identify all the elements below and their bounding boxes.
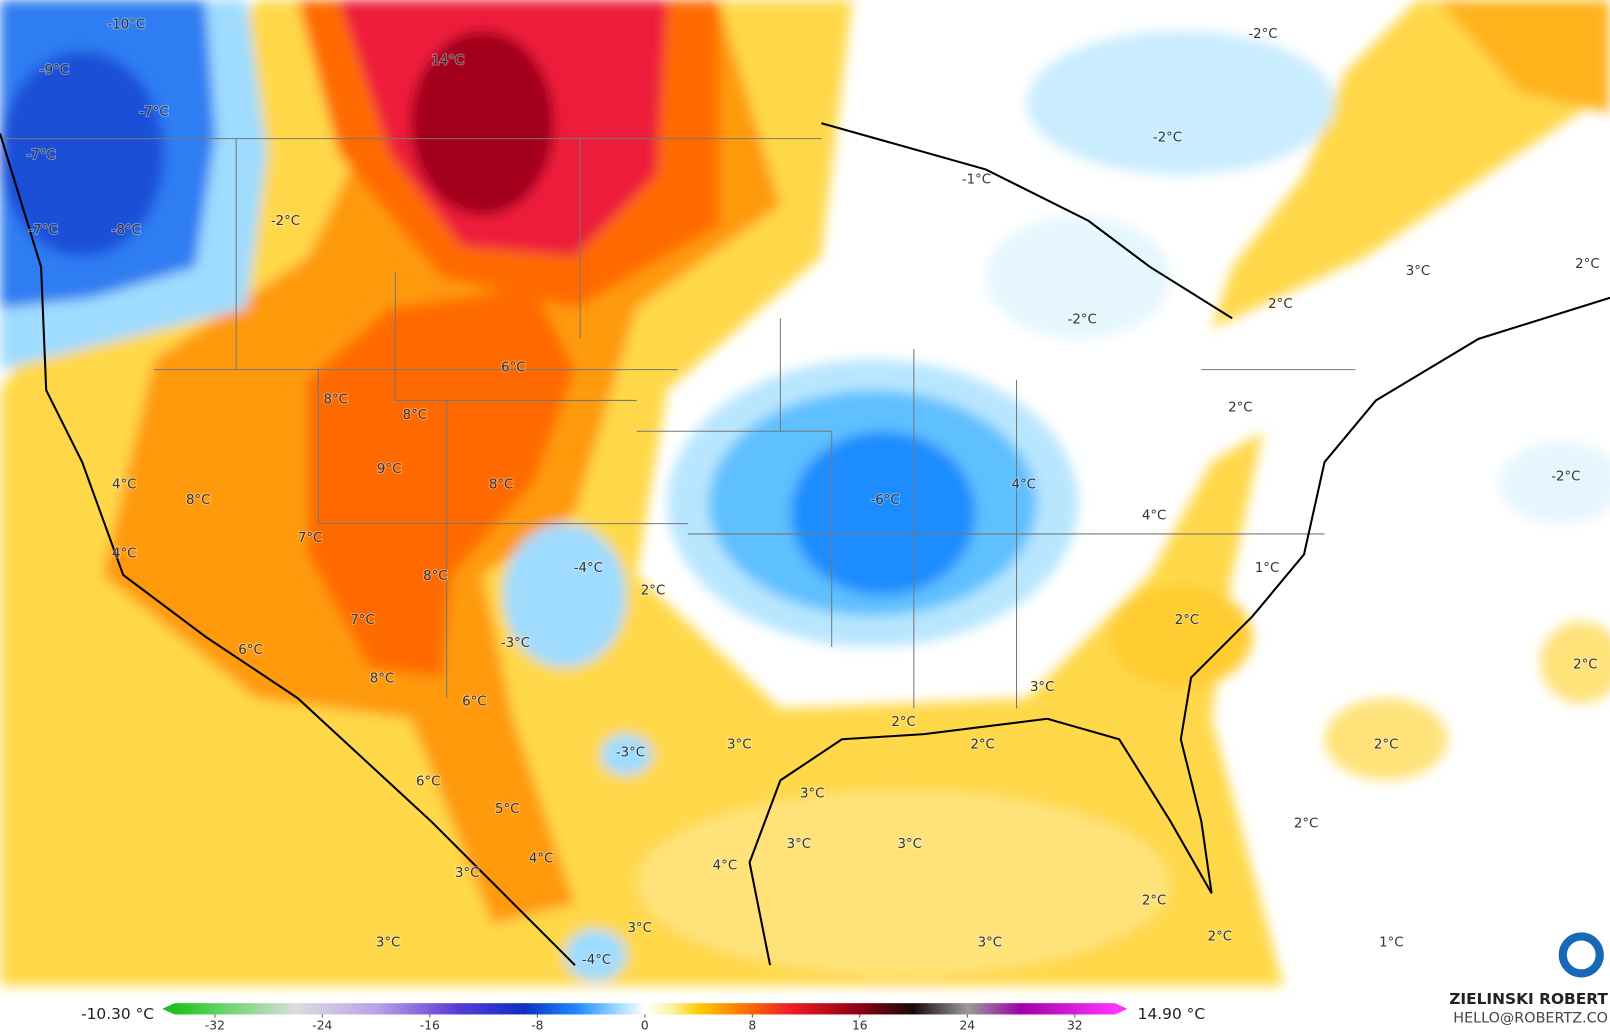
colorbar-tick-label: 0	[641, 1018, 649, 1032]
temperature-label: 4°C	[529, 851, 553, 866]
temperature-label: -4°C	[582, 953, 611, 968]
temperature-label: 14°C	[431, 54, 464, 69]
colorbar: -10.30 °C 14.90 °C -32 -24 -16 -8 0 8 16 24 32	[81, 1003, 1205, 1032]
temperature-label: 4°C	[1011, 478, 1035, 493]
noaa-logo-inner	[1566, 940, 1596, 970]
temperature-label: 4°C	[713, 859, 737, 874]
temperature-label: 4°C	[112, 546, 136, 561]
colorbar-tick-label: -32	[205, 1018, 225, 1032]
temperature-label: 2°C	[1142, 893, 1166, 908]
colorbar-tick-label: -16	[420, 1018, 440, 1032]
colorbar-tick-label: 8	[748, 1018, 756, 1032]
temperature-label: 2°C	[891, 715, 915, 730]
temperature-label: 2°C	[1573, 657, 1597, 672]
colorbar-max-arrow	[1115, 1003, 1128, 1015]
temperature-label: 8°C	[186, 493, 210, 508]
temperature-label: 8°C	[324, 392, 348, 407]
temperature-map: -10°C -9°C -7°C -7°C -2°C 14°C -2°C -1°C -7°C -8°…	[0, 0, 1610, 986]
temperature-label: -2°C	[1153, 131, 1182, 146]
temperature-label: 3°C	[898, 837, 922, 852]
temperature-label: 6°C	[462, 694, 486, 709]
colorbar-tick-label: 24	[959, 1018, 975, 1032]
temperature-label: 8°C	[370, 672, 394, 687]
temperature-label: 7°C	[350, 613, 374, 628]
temperature-label: 1°C	[1255, 561, 1279, 576]
temperature-label: -7°C	[26, 148, 55, 163]
temperature-label: 6°C	[416, 774, 440, 789]
temperature-label: -10°C	[107, 18, 145, 33]
temperature-label: 2°C	[1575, 257, 1599, 272]
colorbar-tick-label: -24	[312, 1018, 332, 1032]
temperature-label: 2°C	[1268, 297, 1292, 312]
temperature-label: 2°C	[1175, 613, 1199, 628]
temperature-label: -6°C	[870, 493, 899, 508]
temperature-label: 7°C	[298, 531, 322, 546]
temperature-label: -7°C	[28, 223, 57, 238]
temperature-label: 3°C	[627, 921, 651, 936]
temperature-label: 8°C	[423, 569, 447, 584]
temperature-label: 3°C	[800, 787, 824, 802]
temperature-label: 1°C	[1379, 936, 1403, 951]
temperature-label: 5°C	[495, 802, 519, 817]
temperature-label: -4°C	[574, 561, 603, 576]
colorbar-tick-label: -8	[531, 1018, 543, 1032]
temperature-label: 6°C	[501, 361, 525, 376]
credit-email: HELLO@ROBERTZ.CO	[1453, 1011, 1608, 1027]
colorbar-min-arrow	[162, 1003, 175, 1015]
temperature-label: 2°C	[1374, 737, 1398, 752]
temperature-label: 6°C	[238, 643, 262, 658]
temperature-label: 3°C	[376, 936, 400, 951]
temperature-label: 2°C	[1208, 929, 1232, 944]
temperature-label: 3°C	[1030, 680, 1054, 695]
colorbar-bar	[174, 1003, 1116, 1015]
temperature-label: 2°C	[1228, 401, 1252, 416]
colorbar-max-label: 14.90 °C	[1138, 1005, 1205, 1023]
temperature-label: 9°C	[377, 462, 401, 477]
temperature-label: 3°C	[978, 936, 1002, 951]
temperature-label: -2°C	[271, 214, 300, 229]
colorbar-tick-label: 32	[1067, 1018, 1083, 1032]
temperature-label: 3°C	[455, 866, 479, 881]
labels: -10°C -9°C -7°C -7°C -2°C 14°C -2°C -1°C -7°C -8°…	[25, 17, 1600, 969]
temperature-label: 2°C	[1294, 816, 1318, 831]
colorbar-tick-label: 16	[852, 1018, 868, 1032]
temperature-label: 4°C	[112, 478, 136, 493]
credit-name: ZIELINSKI ROBERT	[1449, 990, 1608, 1008]
temperature-label: -7°C	[139, 105, 168, 120]
temperature-label: 2°C	[641, 583, 665, 598]
coastlines	[0, 122, 1610, 966]
temperature-label: -9°C	[40, 63, 69, 78]
temperature-label: -1°C	[962, 173, 991, 188]
temperature-label: 3°C	[727, 737, 751, 752]
temperature-label: -3°C	[616, 746, 645, 761]
borders	[0, 138, 1356, 709]
temperature-label: 3°C	[787, 837, 811, 852]
temperature-label: 8°C	[403, 408, 427, 423]
temperature-label: 4°C	[1142, 508, 1166, 523]
temperature-label: -2°C	[1551, 469, 1580, 484]
temperature-label: 2°C	[970, 737, 994, 752]
temperature-label: -8°C	[112, 223, 141, 238]
temperature-label: 8°C	[489, 478, 513, 493]
temperature-label: -2°C	[1248, 27, 1277, 42]
temperature-label: -2°C	[1068, 312, 1097, 327]
temperature-label: -3°C	[501, 636, 530, 651]
colorbar-min-label: -10.30 °C	[81, 1005, 154, 1023]
temperature-label: 3°C	[1406, 264, 1430, 279]
